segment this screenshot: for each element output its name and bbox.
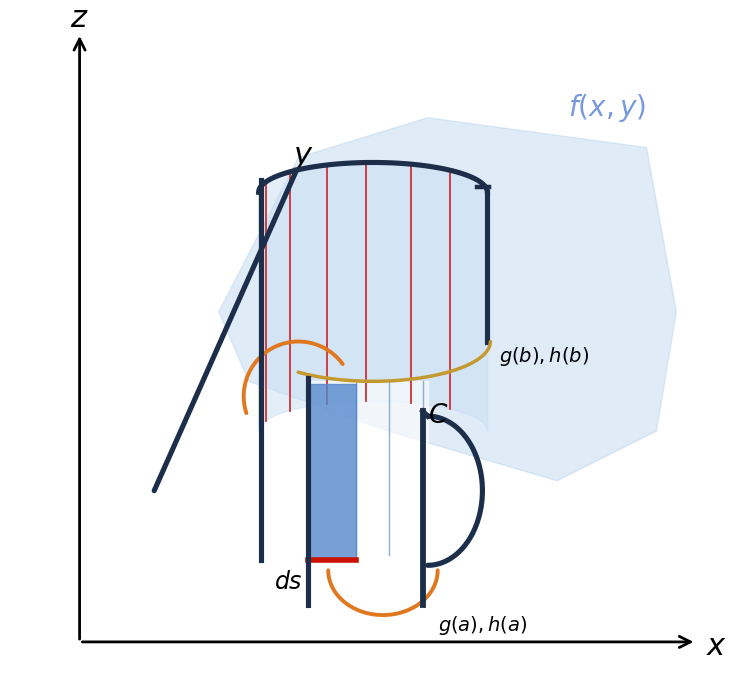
Polygon shape (258, 163, 488, 431)
Text: $z$: $z$ (70, 3, 89, 33)
Text: $f(x,y)$: $f(x,y)$ (568, 92, 646, 124)
Polygon shape (308, 384, 356, 560)
Text: $g(b), h(b)$: $g(b), h(b)$ (499, 345, 590, 368)
Text: $g(a), h(a)$: $g(a), h(a)$ (438, 614, 527, 637)
Text: $y$: $y$ (293, 143, 314, 172)
Text: $ds$: $ds$ (274, 570, 303, 594)
Text: $C$: $C$ (428, 403, 448, 429)
Polygon shape (308, 382, 428, 605)
Polygon shape (219, 117, 677, 481)
Text: $x$: $x$ (706, 632, 727, 662)
